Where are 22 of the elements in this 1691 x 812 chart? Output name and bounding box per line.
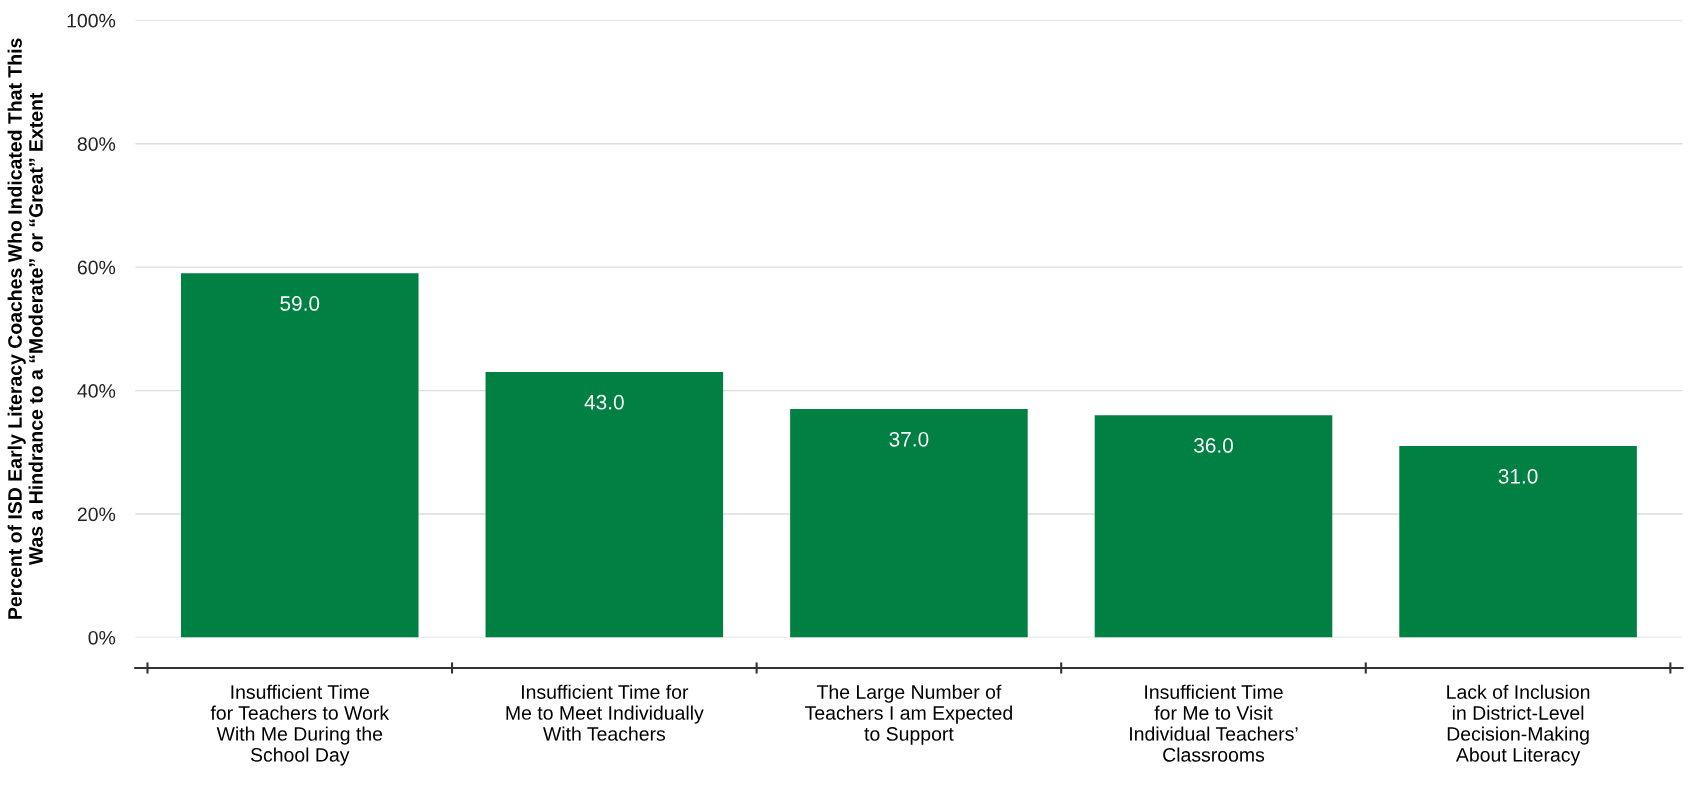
x-tick-label: Lack of Inclusion in District-Level Decision-Making About Literacy xyxy=(1447,684,1590,766)
y-axis-title: Percent of ISD Early Literacy Coaches Who Indicated That This Was a Hindrance to a “Moderate” or “Great” Extent xyxy=(7,38,43,619)
y-tick-label: 60% xyxy=(77,260,116,275)
data-label: 59.0 xyxy=(280,296,320,311)
x-tick-label: Insufficient Time for Me to Meet Individually With Teachers xyxy=(506,684,704,741)
bar xyxy=(1399,446,1637,638)
y-tick-label: 80% xyxy=(77,137,116,151)
bar xyxy=(1094,415,1333,638)
bar xyxy=(790,409,1028,638)
x-tick-label: The Large Number of Teachers I am Expected to Support xyxy=(805,684,1012,745)
bar xyxy=(180,273,419,638)
bar xyxy=(485,372,724,638)
x-tick-label: Insufficient Time for Teachers to Work With Me During the School Day xyxy=(210,684,390,766)
data-label: 43.0 xyxy=(584,394,624,410)
y-tick-label: 0% xyxy=(88,630,116,645)
y-tick-label: 40% xyxy=(77,384,116,398)
y-tick-label: 20% xyxy=(77,507,116,522)
data-label: 37.0 xyxy=(889,431,929,447)
y-tick-label: 100% xyxy=(67,13,116,28)
data-label: 36.0 xyxy=(1194,438,1233,453)
data-label: 31.0 xyxy=(1498,468,1538,484)
x-tick-label: Insufficient Time for Me to Visit Individual Teachers’ Classrooms xyxy=(1130,684,1298,762)
